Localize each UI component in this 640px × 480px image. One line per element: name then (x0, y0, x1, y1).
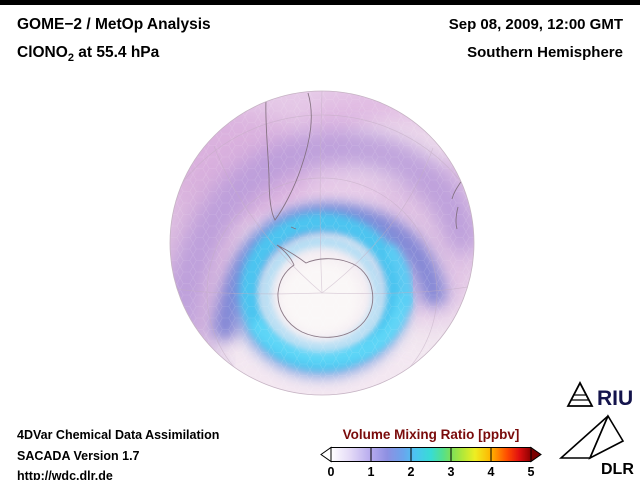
colorbar-tick-labels: 0 1 2 3 4 5 (318, 465, 544, 480)
version-label: SACADA Version 1.7 (17, 448, 140, 463)
colorbar-title: Volume Mixing Ratio [ppbv] (342, 427, 520, 442)
footer-credits: 4DVar Chemical Data Assimilation SACADA … (17, 425, 219, 480)
assimilation-label: 4DVar Chemical Data Assimilation (17, 428, 220, 442)
hex-grid-texture (170, 91, 474, 395)
colorbar-ticks (370, 447, 492, 462)
dlr-logo-text: DLR (601, 461, 634, 478)
colorbar: Volume Mixing Ratio [ppbv] (318, 427, 544, 480)
globe-limb (169, 90, 475, 396)
riu-logo: RIU (566, 381, 633, 410)
hemisphere-label: Southern Hemisphere (467, 44, 623, 61)
wdc-url-label: http://wdc.dlr.de (17, 469, 113, 480)
antarctica-coast (276, 244, 374, 338)
colorbar-tick-label: 0 (327, 465, 335, 479)
colorbar-tick-label: 1 (367, 465, 375, 479)
falkland-islands (290, 226, 297, 230)
species-subscript: 2 (67, 52, 74, 65)
colorbar-tick-label: 5 (527, 465, 535, 479)
dlr-logo: DLR (558, 414, 634, 478)
top-border-bar (0, 0, 640, 5)
colorbar-tick-label: 4 (487, 465, 495, 479)
mixing-ratio-field (170, 91, 474, 395)
species-level-label: ClONO2 at 55.4 hPa (17, 39, 211, 67)
figure-title-block: GOME−2 / MetOp Analysis ClONO2 at 55.4 hP… (17, 11, 211, 67)
hemisphere-map (169, 90, 475, 396)
colorbar-left-arrow (320, 446, 332, 463)
instrument-title: GOME−2 / MetOp Analysis (17, 16, 211, 33)
south-america-coast (265, 92, 312, 221)
riu-logo-text: RIU (597, 387, 633, 410)
colorbar-tick-label: 3 (447, 465, 455, 479)
graticule (170, 91, 474, 395)
date-hemisphere-block: Sep 08, 2009, 12:00 GMT Southern Hemisph… (449, 11, 623, 67)
dlr-star-icon (558, 414, 625, 460)
colorbar-tick-label: 2 (407, 465, 415, 479)
madagascar-coast (455, 206, 459, 230)
species-name: ClONO (17, 44, 68, 61)
colorbar-body (330, 447, 532, 462)
colorbar-right-arrow (530, 446, 542, 463)
colorbar-gradient (320, 446, 542, 463)
pressure-level: at 55.4 hPa (78, 44, 160, 61)
datetime-label: Sep 08, 2009, 12:00 GMT (448, 16, 623, 33)
